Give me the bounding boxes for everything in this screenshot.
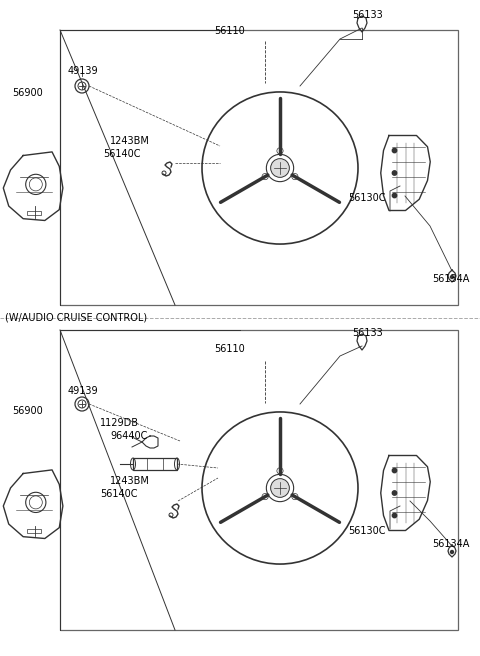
Circle shape [451,276,454,279]
Text: 56140C: 56140C [100,489,137,499]
Text: 56133: 56133 [352,10,383,20]
Text: 56140C: 56140C [103,149,141,159]
Text: 56110: 56110 [215,26,245,36]
Circle shape [271,159,289,177]
Text: 56130C: 56130C [348,526,385,536]
Text: 56134A: 56134A [432,274,469,284]
Text: 56110: 56110 [215,344,245,354]
Text: 56130C: 56130C [348,193,385,203]
Circle shape [392,148,396,153]
Text: 49139: 49139 [68,66,98,76]
Circle shape [392,468,396,473]
Circle shape [271,479,289,497]
Text: 1129DB: 1129DB [100,418,139,428]
Text: 56134A: 56134A [432,539,469,549]
Bar [60,30,458,305]
Circle shape [392,171,396,175]
Text: (W/AUDIO CRUISE CONTROL): (W/AUDIO CRUISE CONTROL) [5,312,147,322]
Circle shape [392,513,396,518]
Text: 96440C: 96440C [110,431,147,441]
Circle shape [392,491,396,495]
Circle shape [451,550,454,554]
Bar [27,211,41,215]
Text: 56900: 56900 [12,88,43,98]
Text: 49139: 49139 [68,386,98,396]
Bar [27,529,41,533]
Text: 1243BM: 1243BM [110,476,150,486]
Text: 56133: 56133 [352,328,383,338]
Bar [60,330,458,630]
Bar [133,458,177,470]
Circle shape [392,194,396,197]
Text: 1243BM: 1243BM [110,136,150,146]
Text: 56900: 56900 [12,406,43,416]
